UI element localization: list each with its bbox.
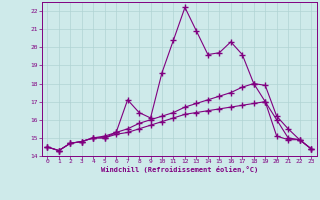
- X-axis label: Windchill (Refroidissement éolien,°C): Windchill (Refroidissement éolien,°C): [100, 166, 258, 173]
